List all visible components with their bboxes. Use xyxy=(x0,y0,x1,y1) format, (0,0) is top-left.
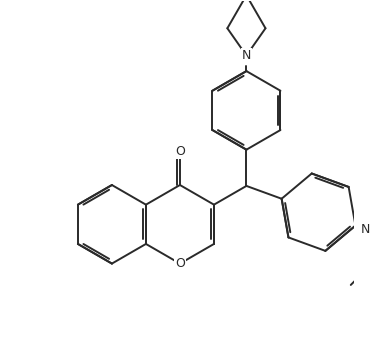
Text: O: O xyxy=(175,145,185,158)
Text: N: N xyxy=(242,49,251,62)
Text: O: O xyxy=(175,257,185,270)
Text: N: N xyxy=(361,223,370,236)
